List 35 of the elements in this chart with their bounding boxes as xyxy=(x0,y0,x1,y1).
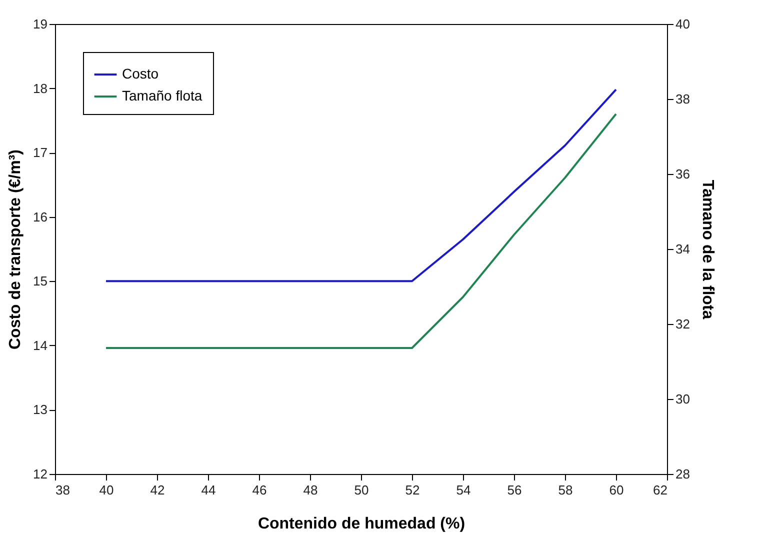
x-tick-label: 54 xyxy=(456,482,471,498)
y2-tick-label: 34 xyxy=(676,242,690,256)
legend-label: Costo xyxy=(122,66,159,82)
x-tick-label: 60 xyxy=(609,482,624,498)
y-tick-label: 13 xyxy=(33,402,48,418)
line-series xyxy=(105,113,617,349)
y2-tick-label: 30 xyxy=(676,392,690,406)
y-tick-label: 12 xyxy=(33,466,48,482)
y-tick-label: 18 xyxy=(33,80,48,96)
x-tick-label: 48 xyxy=(303,482,318,498)
x-tick-label: 52 xyxy=(405,482,420,498)
y-tick-label: 19 xyxy=(33,16,48,32)
x-tick-label: 42 xyxy=(150,482,165,498)
y2-tick-label: 28 xyxy=(676,466,690,482)
x-tick-label: 38 xyxy=(56,482,70,498)
y-tick-label: 16 xyxy=(33,209,48,224)
x-tick-label: 40 xyxy=(99,482,114,498)
x-axis-title: Contenido de humedad (%) xyxy=(258,516,466,532)
x-tick-label: 50 xyxy=(354,482,369,498)
x-tick-label: 62 xyxy=(653,482,668,498)
line-series xyxy=(105,88,617,282)
legend-label: Tamaño flota xyxy=(122,88,202,104)
y2-tick-label: 38 xyxy=(676,92,690,106)
y2-tick-label: 40 xyxy=(676,16,690,32)
x-tick-label: 58 xyxy=(558,482,573,498)
y-tick-label: 14 xyxy=(33,338,48,353)
y2-tick-label: 32 xyxy=(676,316,690,332)
x-tick-label: 44 xyxy=(201,482,216,498)
x-tick-label: 46 xyxy=(252,482,267,498)
y-tick-label: 17 xyxy=(33,145,48,160)
y2-axis-title: Tamano de la flota xyxy=(698,180,716,320)
y-axis-title: Costo de transporte (€/m³) xyxy=(7,149,24,350)
y-tick-label: 15 xyxy=(33,274,48,289)
x-tick-label: 56 xyxy=(507,482,522,498)
y2-tick-label: 36 xyxy=(676,166,690,182)
